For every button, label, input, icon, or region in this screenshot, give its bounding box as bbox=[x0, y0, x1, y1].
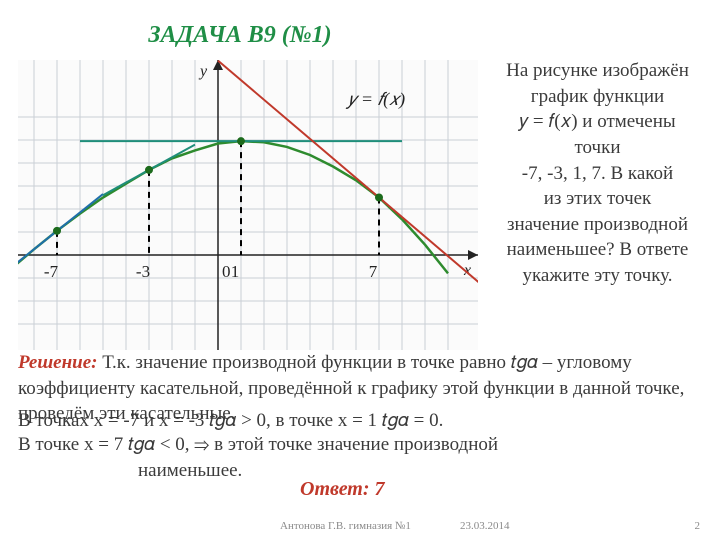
solution-label: Решение: bbox=[18, 352, 98, 373]
description-line: значение производной bbox=[490, 212, 705, 238]
description-line: точки bbox=[490, 135, 705, 161]
slide-title: ЗАДАЧА В9 (№1) bbox=[0, 22, 480, 49]
solution-paragraph-2: В точках x = -7 и x = -3 𝑡𝑔𝛼 > 0, в точк… bbox=[18, 408, 708, 434]
description-line: укажите эту точку. bbox=[490, 263, 705, 289]
svg-text:y: y bbox=[198, 63, 208, 80]
footer-date: 23.03.2014 bbox=[460, 520, 510, 532]
svg-text:0: 0 bbox=[222, 262, 231, 281]
description-line: 𝑦 = 𝑓(𝑥) и отмечены bbox=[490, 109, 705, 135]
problem-description: На рисунке изображёнграфик функции𝑦 = 𝑓(… bbox=[490, 58, 705, 289]
chart-container: yx𝑦 = 𝑓(𝑥)-7-3017 bbox=[18, 60, 478, 350]
description-line: из этих точек bbox=[490, 186, 705, 212]
solution-text-3a: В точке x = 7 𝑡𝑔𝛼 < 0, ⇒ в этой точке зн… bbox=[18, 434, 498, 455]
footer-page: 2 bbox=[695, 520, 701, 532]
answer-label: Ответ: 7 bbox=[300, 478, 385, 501]
svg-text:1: 1 bbox=[231, 262, 240, 281]
svg-text:7: 7 bbox=[369, 262, 378, 281]
description-line: график функции bbox=[490, 84, 705, 110]
svg-text:-7: -7 bbox=[44, 262, 59, 281]
description-line: наименьшее? В ответе bbox=[490, 237, 705, 263]
description-line: На рисунке изображён bbox=[490, 58, 705, 84]
solution-text-3b: наименьшее. bbox=[18, 458, 242, 484]
svg-text:-3: -3 bbox=[136, 262, 150, 281]
svg-text:𝑦 = 𝑓(𝑥): 𝑦 = 𝑓(𝑥) bbox=[345, 89, 405, 110]
footer-author: Антонова Г.В. гимназия №1 bbox=[280, 520, 411, 532]
solution-paragraph-3: В точке x = 7 𝑡𝑔𝛼 < 0, ⇒ в этой точке зн… bbox=[18, 432, 708, 483]
function-chart: yx𝑦 = 𝑓(𝑥)-7-3017 bbox=[18, 60, 478, 350]
description-line: -7, -3, 1, 7. В какой bbox=[490, 161, 705, 187]
